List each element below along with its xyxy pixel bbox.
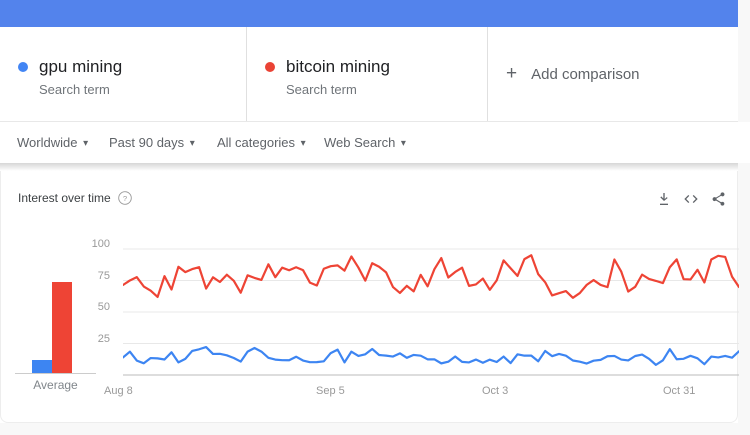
svg-text:?: ?: [123, 194, 127, 203]
